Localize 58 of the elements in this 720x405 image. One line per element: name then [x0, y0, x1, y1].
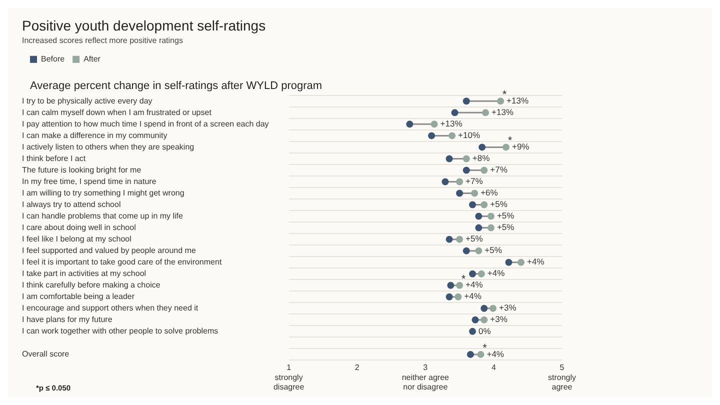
annotation: * — [482, 342, 488, 354]
y-tick-label: I have plans for my future — [22, 315, 113, 324]
y-tick-label: In my free time, I spend time in nature — [22, 176, 157, 186]
x-tick-label: 1 strongly disagree — [273, 363, 305, 392]
annotation: +6% — [480, 188, 498, 198]
x-tick-label: 4 — [491, 363, 496, 372]
annotation: +3% — [490, 314, 508, 324]
y-tick-label: I try to be physically active every day — [22, 96, 152, 106]
annotation: +5% — [490, 199, 508, 210]
y-tick-label: Overall score — [22, 350, 70, 359]
annotation: +4% — [466, 280, 484, 290]
text: Increased scores reflect more positive ratings — [22, 36, 183, 45]
annotation: +8% — [472, 153, 490, 164]
y-tick-label: I actively listen to others when they are speaking — [22, 142, 194, 152]
y-tick-label: I always try to attend school — [22, 200, 121, 209]
y-tick-label: I am willing to try something I might get wrong — [22, 188, 184, 198]
annotation: +5% — [496, 222, 515, 232]
annotation: * — [461, 273, 466, 286]
y-tick-label: I take part in activities at my school — [22, 269, 146, 278]
annotation: +3% — [499, 302, 517, 313]
annotation: +4% — [487, 268, 506, 278]
y-tick-label: I care about doing well in school — [22, 223, 136, 232]
y-tick-label: I feel like I belong at my school — [22, 234, 132, 244]
annotation: 0% — [478, 326, 492, 336]
x-tick-label: 3 neither agree nor disagree — [402, 363, 450, 392]
y-tick-label: I pay attention to how much time I spend in front of a screen each day — [22, 119, 269, 128]
y-tick-label: I think before I act — [22, 154, 86, 163]
annotation: +5% — [484, 245, 502, 256]
annotation: * — [508, 135, 513, 148]
y-tick-label: The future is looking bright for me — [22, 165, 142, 174]
x-tick-label: 2 — [354, 363, 360, 372]
annotation: +4% — [486, 348, 504, 359]
text: Average percent change in self-ratings after WYLD program — [30, 80, 322, 92]
y-tick-label: I feel supported and valued by people around me — [22, 246, 196, 256]
annotation: +13% — [440, 118, 463, 129]
y-tick-label: I can handle problems that come up in my life — [22, 211, 184, 220]
annotation: +13% — [492, 107, 514, 118]
annotation: +7% — [490, 164, 508, 175]
annotation: +5% — [496, 210, 515, 221]
x-tick-label: 5 strongly agree — [548, 363, 576, 392]
y-tick-label: I can make a difference in my community — [22, 130, 168, 140]
y-tick-label: I think carefully before making a choice — [22, 280, 161, 290]
annotation: +4% — [527, 256, 545, 267]
y-tick-label: I feel it is important to take good care of the environment — [22, 258, 222, 267]
annotation: +13% — [506, 96, 529, 106]
annotation: * — [502, 89, 508, 102]
annotation: +10% — [458, 130, 480, 140]
y-tick-label: I can work together with other people to solve problems — [22, 326, 218, 336]
legend-label: After — [84, 54, 101, 64]
text: Positive youth development self-ratings — [22, 17, 266, 34]
legend-label: Before — [41, 54, 66, 64]
annotation: +7% — [466, 176, 484, 186]
annotation: +5% — [466, 234, 484, 244]
y-tick-label: I encourage and support others when they need it — [22, 304, 199, 313]
y-tick-label: I am comfortable being a leader — [22, 292, 135, 302]
annotation: +4% — [464, 291, 482, 302]
y-tick-label: I can calm myself down when I am frustrated or upset — [22, 108, 212, 117]
annotation: +9% — [512, 142, 530, 152]
